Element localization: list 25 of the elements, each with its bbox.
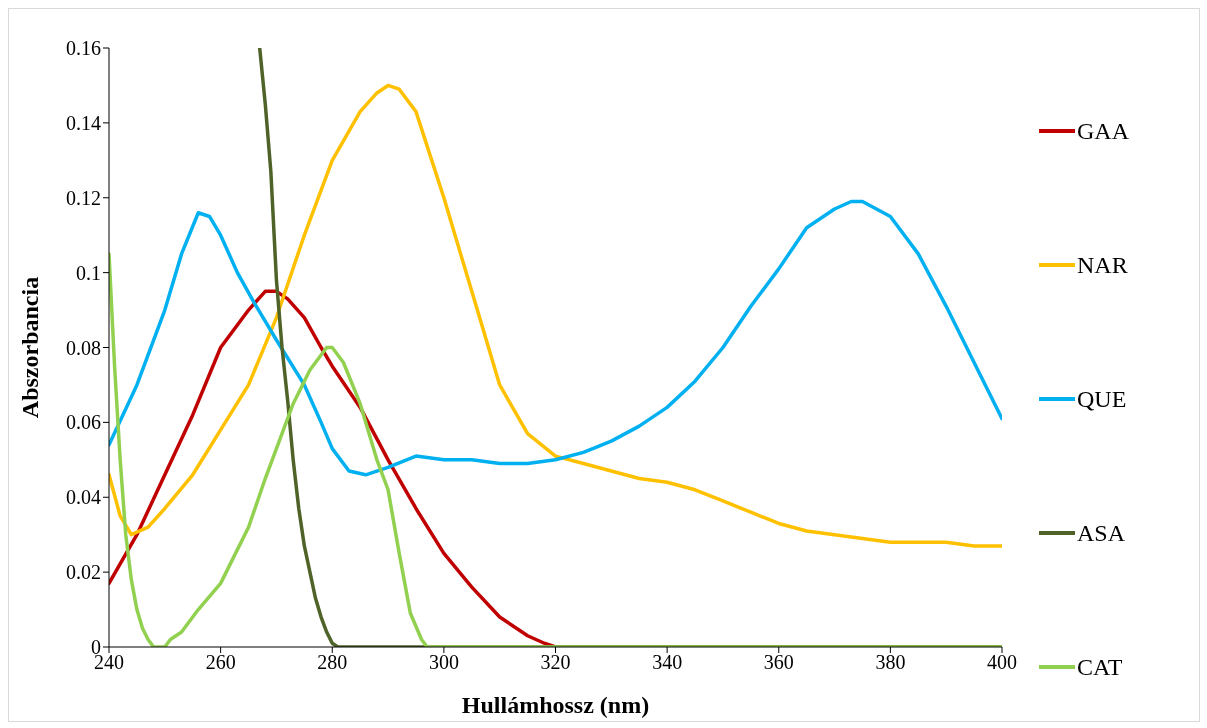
x-tick-label: 280: [317, 651, 348, 674]
y-tick-label: 0.14: [66, 111, 101, 134]
x-tick-label: 260: [205, 651, 236, 674]
x-tick-label: 380: [875, 651, 906, 674]
x-tick-label: 400: [987, 651, 1017, 674]
x-tick-label: 300: [428, 651, 459, 674]
y-axis-title: Abszorbancia: [16, 276, 43, 419]
legend-label: CAT: [1077, 653, 1123, 681]
y-tick-label: 0.08: [66, 336, 101, 359]
line-series: [109, 83, 1002, 548]
y-tick-label: 0.12: [66, 186, 101, 209]
y-tick-label: 0.04: [66, 486, 101, 509]
legend-label: QUE: [1077, 385, 1127, 413]
y-tick-label: 0.1: [76, 261, 101, 284]
legend-label: GAA: [1077, 117, 1129, 145]
line-series: [109, 199, 1002, 477]
x-tick-label: 360: [763, 651, 794, 674]
x-tick-label: 320: [540, 651, 571, 674]
y-tick-label: 0.16: [66, 37, 101, 60]
y-tick-label: 0.06: [66, 411, 101, 434]
legend-label: ASA: [1077, 519, 1126, 547]
legend-label: NAR: [1077, 251, 1128, 279]
x-tick-label: 340: [652, 651, 683, 674]
x-axis-title: Hullámhossz (nm): [461, 692, 650, 718]
y-tick-label: 0.02: [66, 561, 101, 584]
